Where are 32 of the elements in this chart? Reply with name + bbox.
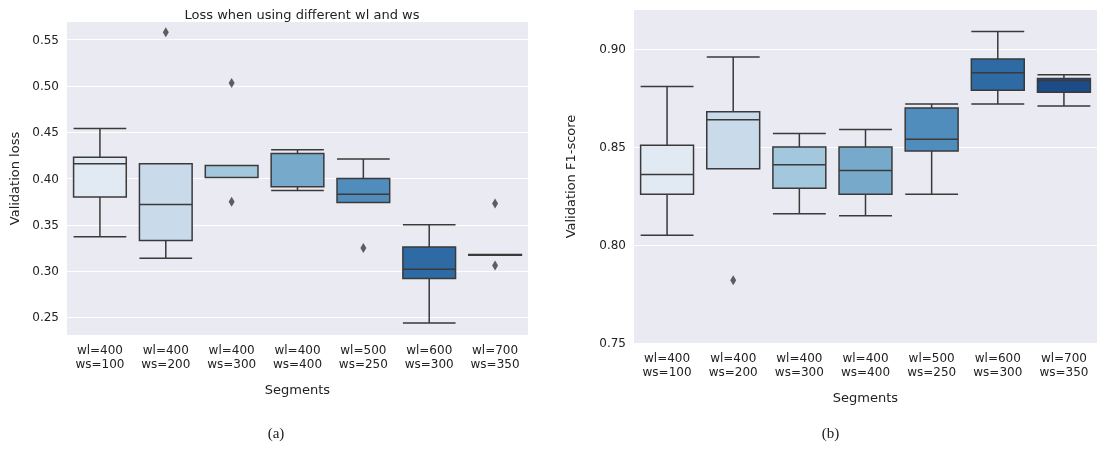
x-tick-label: wl=700 ws=350	[1039, 351, 1089, 379]
y-tick-label: 0.55	[32, 32, 59, 47]
x-tick-label: wl=600 ws=300	[973, 351, 1023, 379]
x-axis-title: Segments	[832, 390, 899, 405]
x-tick-label: wl=400 ws=100	[75, 343, 125, 371]
y-axis-title: Validation F1-score	[563, 114, 578, 239]
x-tick-label: wl=400 ws=400	[272, 343, 323, 371]
x-tick-label: wl=500 ws=250	[907, 351, 957, 379]
y-tick-label: 0.80	[599, 238, 626, 253]
y-tick-label: 0.85	[599, 140, 626, 155]
x-tick-label: wl=400 ws=200	[141, 343, 191, 371]
y-tick-label: 0.75	[599, 336, 626, 350]
y-tick-label: 0.35	[32, 217, 59, 232]
x-tick-label: wl=500 ws=250	[338, 343, 388, 371]
y-tick-label: 0.45	[32, 125, 59, 140]
x-tick-label: wl=400 ws=300	[207, 343, 257, 371]
x-tick-label: wl=700 ws=350	[470, 343, 520, 371]
chart-title: Loss when using different wl and ws	[184, 7, 420, 22]
x-tick-label: wl=600 ws=300	[404, 343, 454, 371]
y-axis-title: Validation loss	[7, 131, 22, 226]
x-axis-title: Segments	[264, 382, 331, 397]
y-tick-label: 0.90	[599, 42, 626, 57]
y-tick-label: 0.25	[32, 310, 59, 325]
text: (a)	[267, 424, 285, 442]
y-tick-label: 0.30	[32, 264, 59, 279]
x-tick-label: wl=400 ws=100	[642, 351, 692, 379]
text: (b)	[821, 424, 840, 442]
x-tick-label: wl=400 ws=400	[840, 351, 891, 379]
x-tick-label: wl=400 ws=300	[774, 351, 824, 379]
y-tick-label: 0.40	[32, 171, 59, 186]
x-tick-label: wl=400 ws=200	[708, 351, 758, 379]
y-tick-label: 0.50	[32, 78, 59, 93]
